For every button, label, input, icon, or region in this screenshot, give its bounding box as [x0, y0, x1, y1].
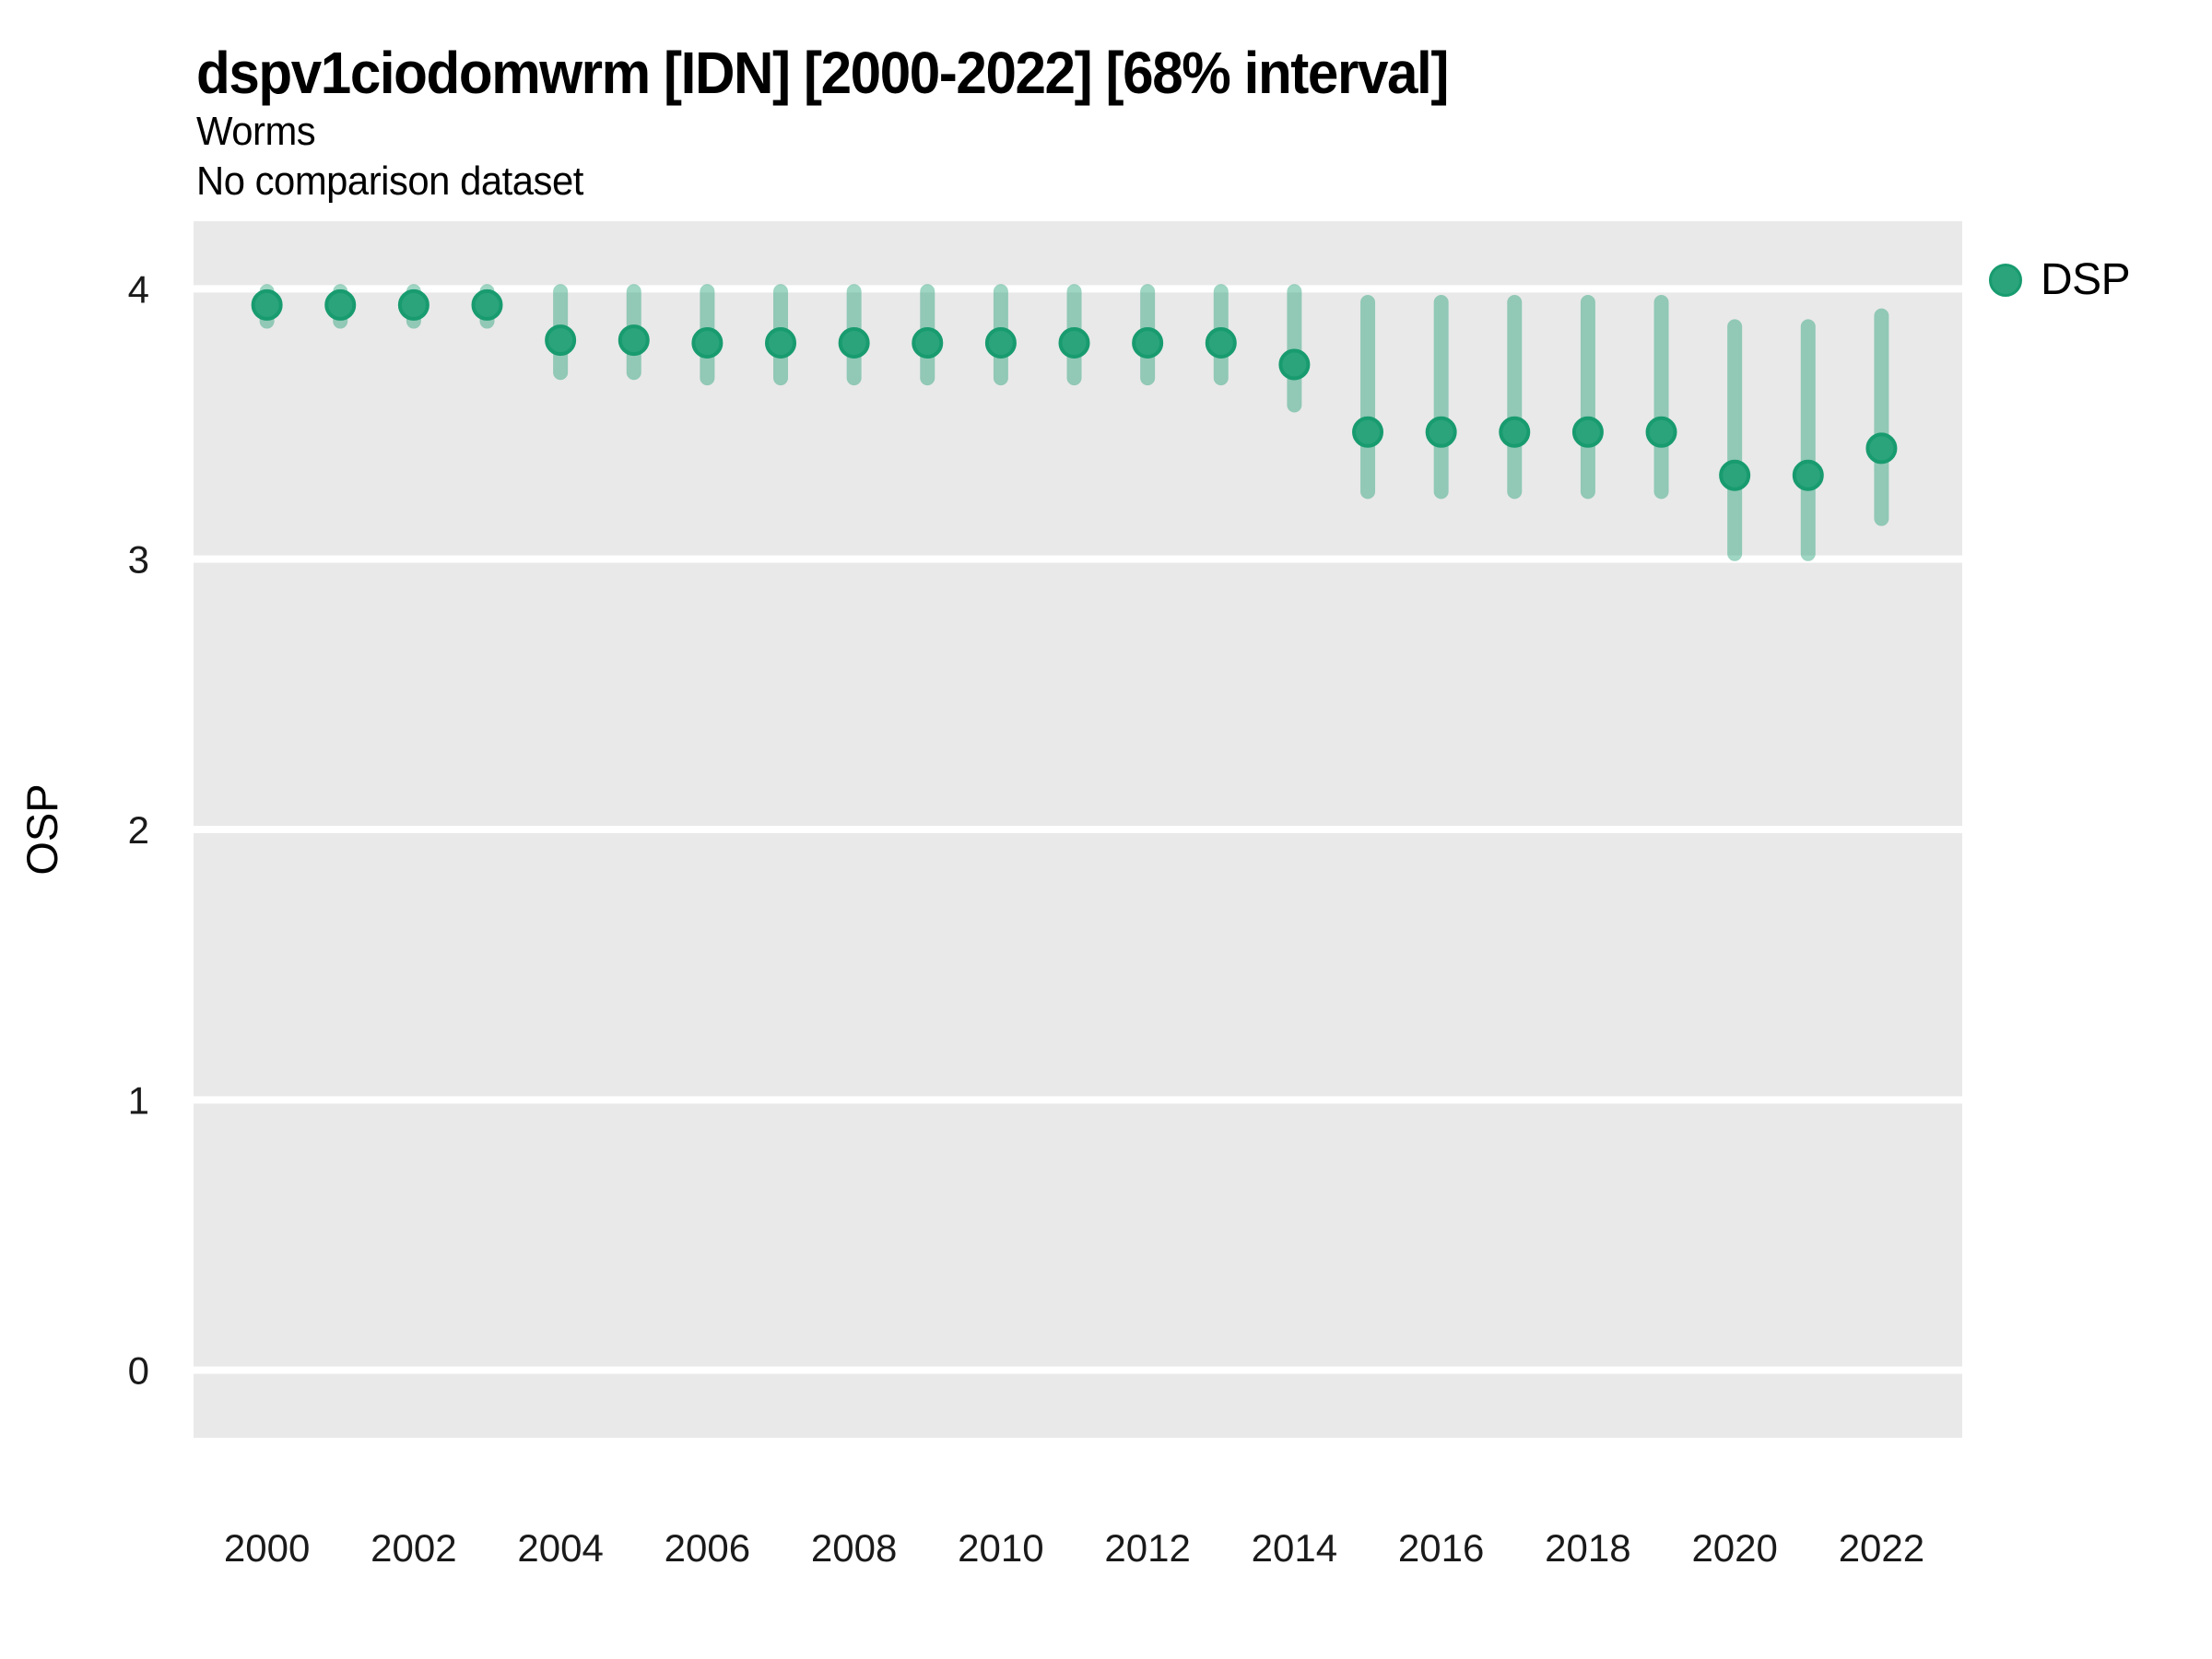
data-point	[618, 324, 650, 357]
data-point	[1865, 432, 1898, 465]
x-tick-label: 2016	[1398, 1526, 1484, 1570]
x-tick-label: 2002	[371, 1526, 456, 1570]
data-point	[1571, 416, 1604, 448]
data-point	[324, 288, 357, 321]
x-tick-label: 2012	[1104, 1526, 1190, 1570]
data-point	[1205, 327, 1237, 359]
y-axis-title: OSP	[18, 783, 66, 875]
x-tick-label: 2022	[1839, 1526, 1924, 1570]
x-tick-label: 2006	[665, 1526, 750, 1570]
x-tick-label: 2008	[811, 1526, 897, 1570]
data-point	[471, 288, 503, 321]
data-point	[1278, 348, 1311, 381]
data-point	[1499, 416, 1531, 448]
data-point	[251, 288, 283, 321]
data-point	[912, 327, 944, 359]
data-point	[691, 327, 724, 359]
data-point	[1132, 327, 1164, 359]
legend: DSP	[1989, 254, 2131, 305]
data-point	[838, 327, 870, 359]
x-tick-label: 2010	[958, 1526, 1043, 1570]
data-point	[1425, 416, 1457, 448]
comparison-note: No comparison dataset	[196, 159, 583, 204]
y-axis-title-text: OSP	[18, 783, 66, 875]
data-point	[545, 324, 577, 357]
y-tick-label: 1	[128, 1078, 149, 1122]
gridlines	[194, 285, 1962, 1374]
y-tick-label: 0	[128, 1349, 149, 1393]
chart-subtitle: Worms	[196, 109, 316, 154]
x-tick-label: 2000	[224, 1526, 310, 1570]
chart-title: dspv1ciodomwrm [IDN] [2000-2022] [68% in…	[196, 40, 1449, 106]
data-point	[1719, 459, 1751, 491]
y-tick-label: 3	[128, 538, 149, 582]
x-tick-label: 2004	[517, 1526, 603, 1570]
data-point	[1792, 459, 1824, 491]
x-tick-label: 2020	[1691, 1526, 1777, 1570]
data-point	[765, 327, 797, 359]
data-point	[1352, 416, 1384, 448]
legend-item-label: DSP	[2041, 255, 2131, 304]
data-point	[984, 327, 1017, 359]
data-point	[1645, 416, 1677, 448]
y-tick-label: 2	[128, 808, 149, 852]
data-point	[1058, 327, 1090, 359]
x-tick-label: 2018	[1545, 1526, 1630, 1570]
legend-circle-icon	[1989, 263, 2022, 297]
data-point	[397, 288, 429, 321]
x-tick-label: 2014	[1252, 1526, 1337, 1570]
y-tick-label: 4	[128, 267, 149, 311]
y-axis-tick-labels: 0 1 2 3 4	[128, 267, 149, 1392]
x-axis-tick-labels: 2000 2002 2004 2006 2008 2010 2012 2014 2016 2018…	[224, 1526, 1924, 1570]
data-points	[251, 288, 1898, 491]
